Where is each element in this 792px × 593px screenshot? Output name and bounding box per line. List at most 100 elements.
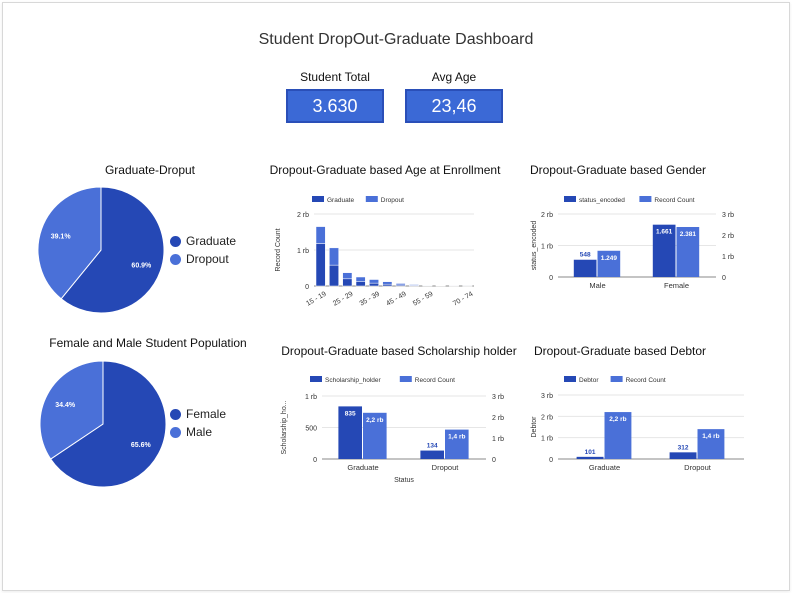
kpi-student-total-value[interactable]: 3.630 — [286, 89, 384, 123]
legend-text-scholarship_holder: Scholarship_holder — [325, 377, 381, 384]
legend-swatch-record count — [610, 376, 623, 382]
bar-graduate — [329, 264, 339, 287]
pie-slice-graduate — [60, 186, 165, 314]
data-label-debtor: 101 — [585, 449, 596, 456]
y2-tick-label: 1 rb — [492, 436, 504, 443]
bar-debtor — [576, 456, 604, 459]
data-label-record count: 1,4 rb — [448, 434, 465, 441]
y-tick-label: 1 rb — [305, 394, 317, 401]
chart-title-debtor: Dropout-Graduate based Debtor — [533, 344, 707, 358]
bar-dropout — [395, 283, 406, 286]
y-tick-label: 1 rb — [297, 248, 309, 255]
bar-record count — [445, 429, 469, 459]
chart-title-graduate-dropout: Graduate-Droput — [104, 163, 196, 177]
pie-label-dropout: 39.1% — [51, 234, 72, 241]
y-tick-label: 2 rb — [297, 212, 309, 219]
x-tick-label: Dropout — [684, 463, 712, 472]
x-tick-label: 25 - 29 — [332, 291, 354, 308]
data-label-status_encoded: 1.661 — [656, 229, 673, 236]
bar-record count — [597, 250, 621, 277]
graduate-dropout-pie-chart[interactable]: 60.9% 39.1% — [36, 185, 166, 315]
pie-label-graduate: 60.9% — [131, 262, 152, 269]
y-tick-label: 1 rb — [541, 244, 553, 251]
bar-dropout — [329, 247, 339, 266]
legend-swatch-scholarship_holder — [310, 376, 322, 382]
data-label-debtor: 312 — [678, 444, 689, 451]
legend-label-dropout: Dropout — [186, 252, 229, 266]
y-tick-label: 0 — [305, 284, 309, 291]
kpi-student-total-label: Student Total — [300, 70, 370, 84]
bar-debtor — [669, 452, 697, 459]
pie-slice-female — [49, 360, 167, 488]
bar-dropout — [409, 284, 419, 286]
legend-label-male: Male — [186, 425, 213, 439]
y2-tick-label: 0 — [722, 275, 726, 282]
legend-text-record count: Record Count — [654, 197, 694, 204]
legend-male[interactable]: Male — [170, 425, 212, 439]
y-tick-label: 2 rb — [541, 212, 553, 219]
pie-slice-male — [39, 360, 104, 460]
bar-status_encoded — [652, 224, 676, 277]
gender-population-pie-chart[interactable]: 65.6% 34.4% — [38, 359, 168, 489]
y-tick-label: 0 — [313, 457, 317, 464]
pie-label-male: 34.4% — [55, 402, 76, 409]
legend-female[interactable]: Female — [170, 407, 226, 421]
chart-title-age-enrollment: Dropout-Graduate based Age at Enrollment — [269, 163, 501, 177]
x-tick-label: 15 - 19 — [305, 291, 327, 308]
chart-title-scholarship: Dropout-Graduate based Scholarship holde… — [281, 344, 517, 358]
kpi-avg-age-label: Avg Age — [431, 70, 477, 84]
y2-tick-label: 0 — [492, 457, 496, 464]
scholarship-bar-chart[interactable]: 0 500 1 rb 0 1 rb 2 rb 3 rb Scholarship_ho... Sc… — [278, 368, 518, 490]
bar-scholarship_holder — [338, 406, 362, 459]
legend-swatch-debtor — [564, 376, 576, 382]
legend-dropout[interactable]: Dropout — [170, 252, 229, 266]
bar-dropout — [382, 281, 393, 285]
y-axis-label: status_encoded — [531, 221, 538, 271]
y2-tick-label: 1 rb — [722, 254, 734, 261]
y2-tick-label: 3 rb — [722, 212, 734, 219]
dashboard-title: Student DropOut-Graduate Dashboard — [258, 31, 534, 48]
legend-text-dropout: Dropout — [381, 197, 404, 204]
bar-graduate — [342, 278, 353, 287]
x-tick-label: Graduate — [589, 463, 620, 472]
bar-record count — [363, 412, 387, 459]
bar-status_encoded — [573, 259, 597, 277]
bar-graduate — [382, 283, 393, 287]
legend-swatch-dropout — [365, 196, 378, 202]
bar-scholarship_holder — [420, 450, 444, 459]
legend-dot-graduate — [170, 235, 181, 247]
y2-tick-label: 3 rb — [492, 394, 504, 401]
legend-text-record count: Record Count — [415, 377, 455, 384]
bar-graduate — [355, 281, 366, 287]
x-tick-label: Male — [589, 281, 605, 290]
data-label-record count: 2,2 rb — [366, 417, 383, 424]
y-tick-label: 3 rb — [541, 393, 553, 400]
debtor-bar-chart[interactable]: 0 1 rb 2 rb 3 rb Debtor Debtor Record Count 101… — [528, 368, 758, 478]
y-tick-label: 500 — [305, 426, 317, 433]
legend-graduate[interactable]: Graduate — [170, 234, 236, 248]
kpi-avg-age-value[interactable]: 23,46 — [405, 89, 503, 123]
data-label-scholarship_holder: 134 — [427, 443, 438, 450]
legend-text-status_encoded: status_encoded — [579, 197, 625, 204]
x-tick-label: Female — [664, 281, 689, 290]
age-enrollment-bar-chart[interactable]: 0 1 rb 2 rb Record Count Graduate Dropout 15 -… — [268, 188, 480, 318]
x-tick-label: Dropout — [432, 463, 460, 472]
pie-label-female: 65.6% — [131, 442, 152, 449]
legend-dot-male — [170, 426, 181, 438]
data-label-status_encoded: 548 — [580, 252, 591, 259]
chart-title-gender-population: Female and Male Student Population — [49, 336, 247, 350]
bar-dropout — [355, 276, 366, 282]
bar-graduate — [315, 243, 326, 287]
bar-record count — [604, 412, 632, 459]
y-tick-label: 1 rb — [541, 436, 553, 443]
legend-swatch-record count — [639, 196, 652, 202]
bar-graduate — [369, 282, 379, 287]
x-tick-label: Graduate — [347, 463, 378, 472]
y2-tick-label: 2 rb — [722, 233, 734, 240]
y-axis-label: Record Count — [275, 228, 282, 271]
x-tick-label: 55 - 59 — [412, 291, 434, 308]
legend-swatch-graduate — [312, 196, 324, 202]
legend-dot-female — [170, 408, 181, 420]
x-tick-label: 70 - 74 — [452, 291, 474, 308]
